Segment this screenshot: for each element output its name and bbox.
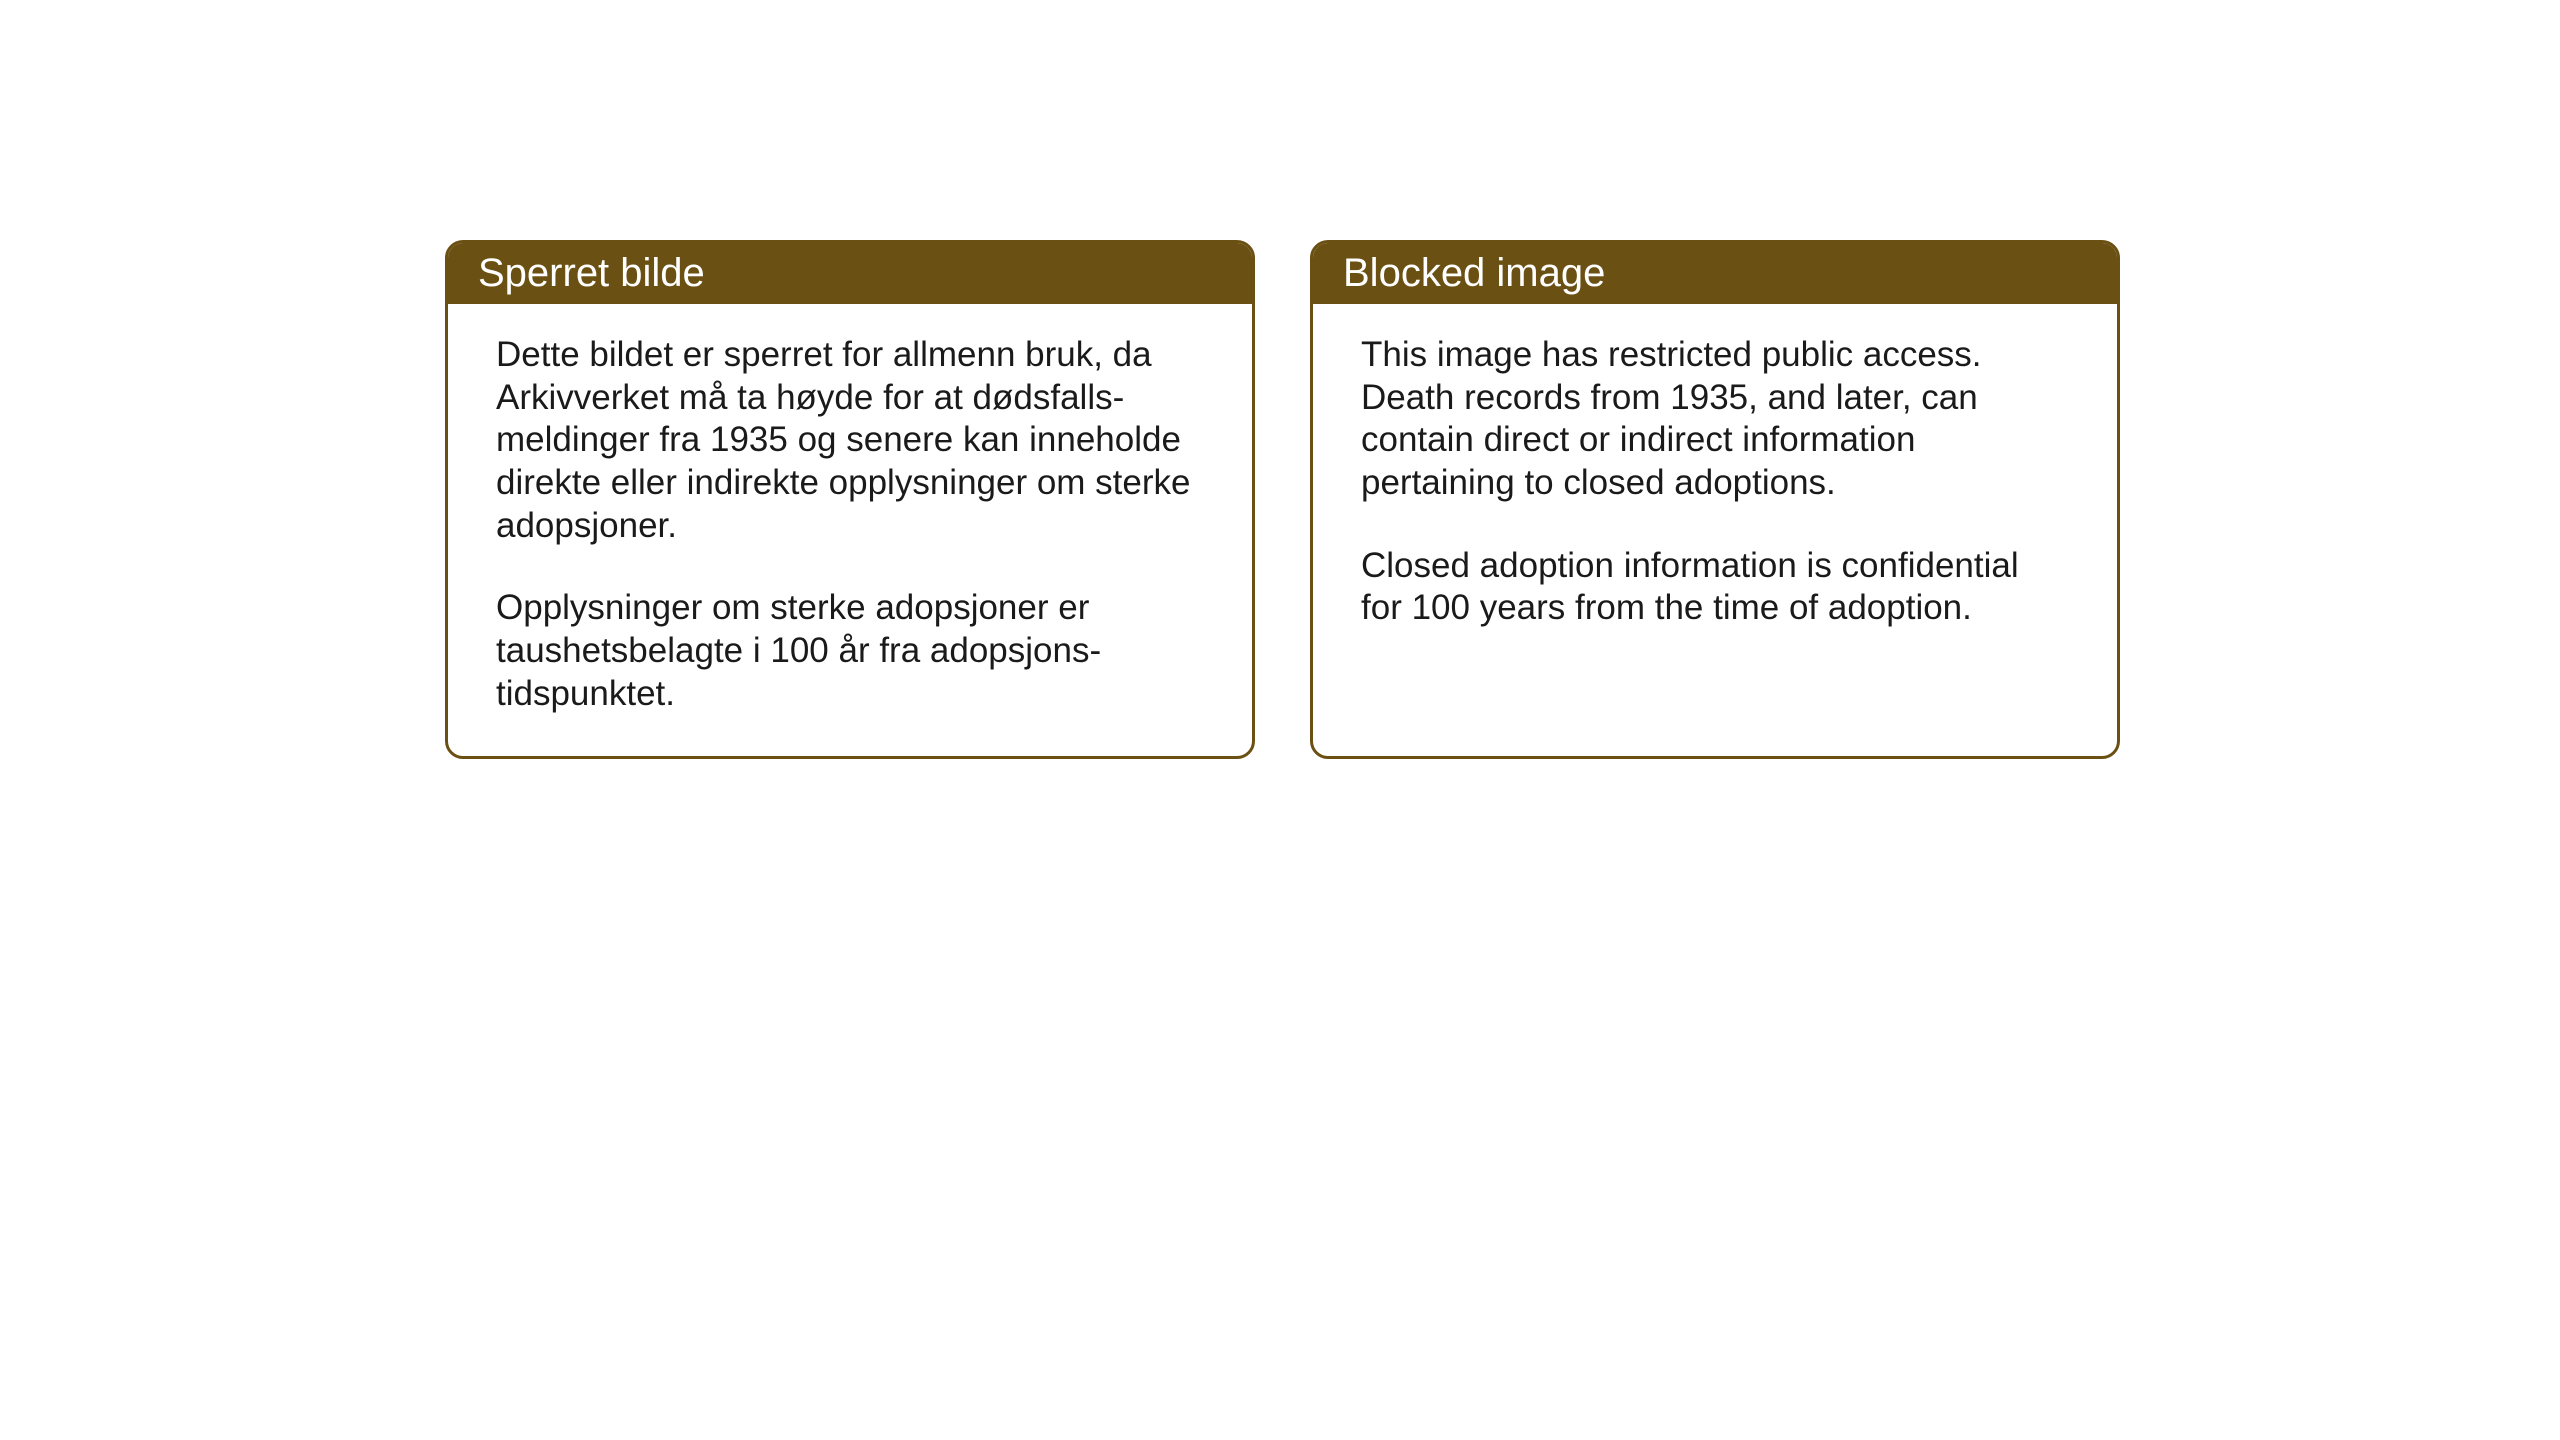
panel-body-norwegian: Dette bildet er sperret for allmenn bruk…: [448, 304, 1252, 756]
notice-panel-norwegian: Sperret bilde Dette bildet er sperret fo…: [445, 240, 1255, 759]
notice-container: Sperret bilde Dette bildet er sperret fo…: [445, 240, 2120, 759]
notice-panel-english: Blocked image This image has restricted …: [1310, 240, 2120, 759]
panel-body-english: This image has restricted public access.…: [1313, 304, 2117, 744]
panel-header-english: Blocked image: [1313, 243, 2117, 304]
panel-paragraph: Dette bildet er sperret for allmenn bruk…: [496, 334, 1204, 547]
panel-paragraph: Closed adoption information is confident…: [1361, 545, 2069, 630]
panel-paragraph: Opplysninger om sterke adopsjoner er tau…: [496, 587, 1204, 715]
panel-paragraph: This image has restricted public access.…: [1361, 334, 2069, 505]
panel-header-norwegian: Sperret bilde: [448, 243, 1252, 304]
